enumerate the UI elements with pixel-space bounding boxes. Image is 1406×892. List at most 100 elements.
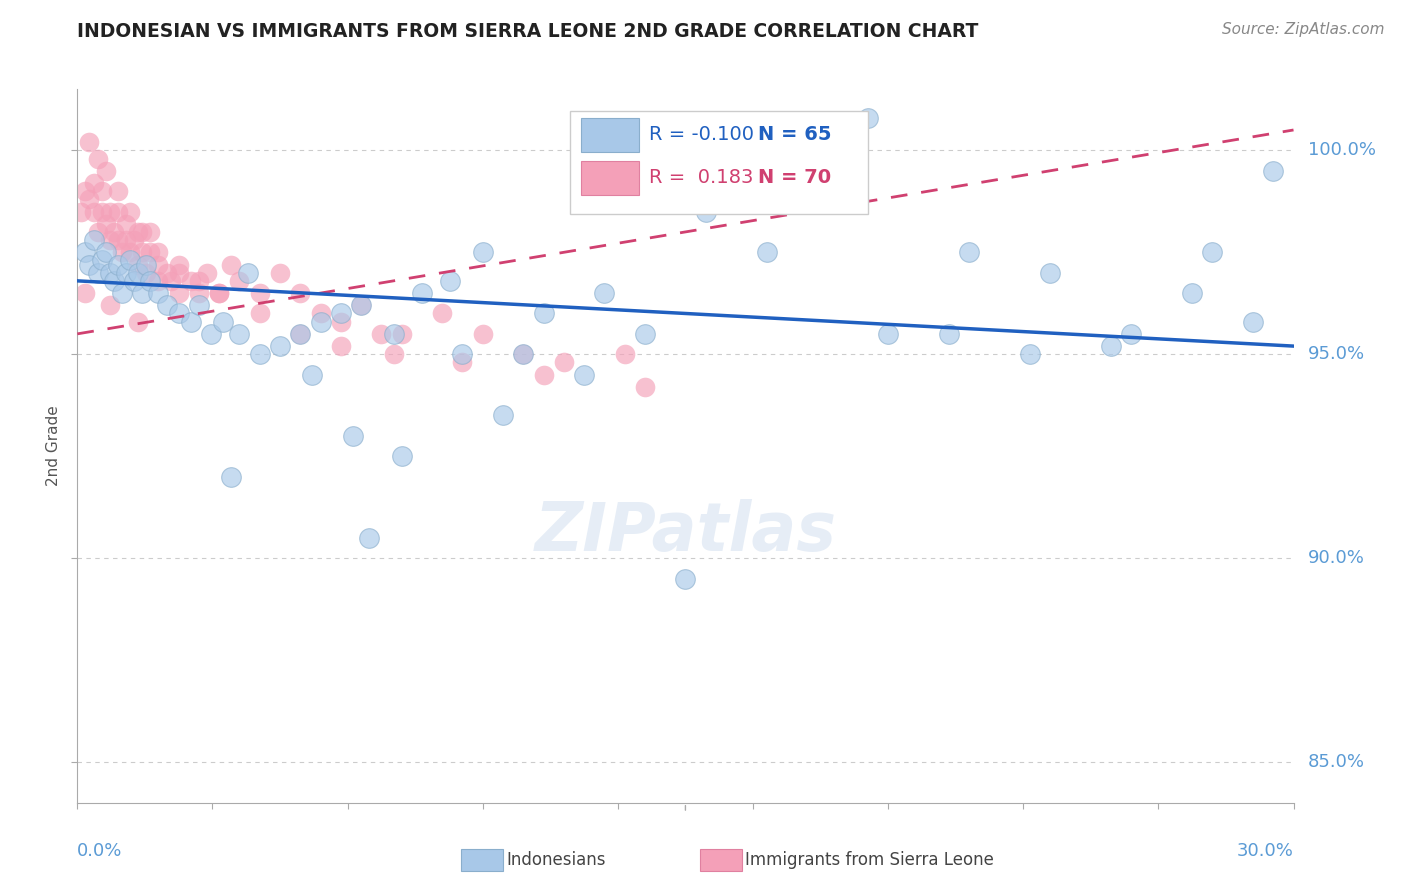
Point [122, 274, 145, 288]
Text: R = -0.100: R = -0.100 [650, 126, 754, 145]
Point [290, 326, 312, 341]
Point [221, 258, 243, 272]
Point [1019, 347, 1042, 361]
Point [815, 152, 838, 166]
Point [512, 347, 534, 361]
Point [228, 274, 250, 288]
Point [75, 184, 97, 198]
Text: 0.0%: 0.0% [77, 842, 122, 860]
Point [180, 274, 202, 288]
Point [111, 245, 134, 260]
Point [471, 326, 494, 341]
Point [208, 286, 231, 301]
Point [98, 266, 121, 280]
Point [127, 225, 149, 239]
Text: 30.0%: 30.0% [1237, 842, 1294, 860]
Point [118, 253, 141, 268]
Point [90, 184, 112, 198]
Point [877, 326, 900, 341]
Point [107, 258, 129, 272]
Point [127, 258, 149, 272]
Point [83, 176, 105, 190]
FancyBboxPatch shape [569, 111, 868, 214]
Point [86, 225, 108, 239]
Point [103, 274, 125, 288]
Point [167, 266, 190, 280]
Point [155, 266, 177, 280]
Point [269, 266, 291, 280]
Point [309, 306, 332, 320]
Point [148, 245, 170, 260]
Point [228, 326, 250, 341]
Point [180, 315, 202, 329]
Point [471, 245, 494, 260]
Point [98, 204, 121, 219]
Text: Immigrants from Sierra Leone: Immigrants from Sierra Leone [745, 851, 994, 869]
Point [118, 245, 141, 260]
Point [139, 274, 162, 288]
Point [115, 233, 138, 247]
FancyBboxPatch shape [581, 161, 640, 194]
Point [755, 245, 778, 260]
Point [208, 286, 231, 301]
Point [382, 326, 405, 341]
Point [342, 429, 364, 443]
Point [613, 347, 636, 361]
Point [329, 315, 352, 329]
Point [90, 253, 112, 268]
Point [70, 204, 93, 219]
Point [94, 217, 117, 231]
Point [155, 298, 177, 312]
Point [75, 286, 97, 301]
Point [382, 347, 405, 361]
Point [195, 266, 218, 280]
Point [1263, 163, 1285, 178]
Point [492, 409, 515, 423]
Point [103, 225, 125, 239]
Point [1201, 245, 1223, 260]
Text: ZIPatlas: ZIPatlas [534, 499, 837, 565]
Point [111, 286, 134, 301]
Text: 95.0%: 95.0% [1308, 345, 1365, 363]
Point [139, 225, 162, 239]
Text: 90.0%: 90.0% [1308, 549, 1365, 567]
Point [98, 233, 121, 247]
Point [159, 274, 181, 288]
Point [79, 192, 101, 206]
Point [634, 380, 657, 394]
Point [139, 245, 162, 260]
Point [430, 306, 453, 320]
Point [714, 152, 737, 166]
Point [83, 204, 105, 219]
Point [249, 347, 271, 361]
Point [301, 368, 323, 382]
Point [122, 233, 145, 247]
Point [533, 368, 555, 382]
FancyBboxPatch shape [581, 118, 640, 152]
Point [391, 326, 413, 341]
Point [188, 274, 211, 288]
Point [957, 245, 980, 260]
Point [127, 266, 149, 280]
Point [451, 347, 474, 361]
Point [127, 315, 149, 329]
Text: R =  0.183: R = 0.183 [650, 169, 754, 187]
Point [135, 266, 157, 280]
Point [1121, 326, 1143, 341]
Text: Indonesians: Indonesians [506, 851, 606, 869]
Point [1099, 339, 1122, 353]
Point [451, 355, 474, 369]
Point [200, 326, 222, 341]
Point [148, 258, 170, 272]
Point [86, 266, 108, 280]
Point [350, 298, 373, 312]
Point [94, 245, 117, 260]
Point [79, 135, 101, 149]
Point [188, 286, 211, 301]
Point [107, 184, 129, 198]
Point [118, 204, 141, 219]
Point [221, 469, 243, 483]
Point [512, 347, 534, 361]
Point [131, 245, 153, 260]
Point [1241, 315, 1264, 329]
